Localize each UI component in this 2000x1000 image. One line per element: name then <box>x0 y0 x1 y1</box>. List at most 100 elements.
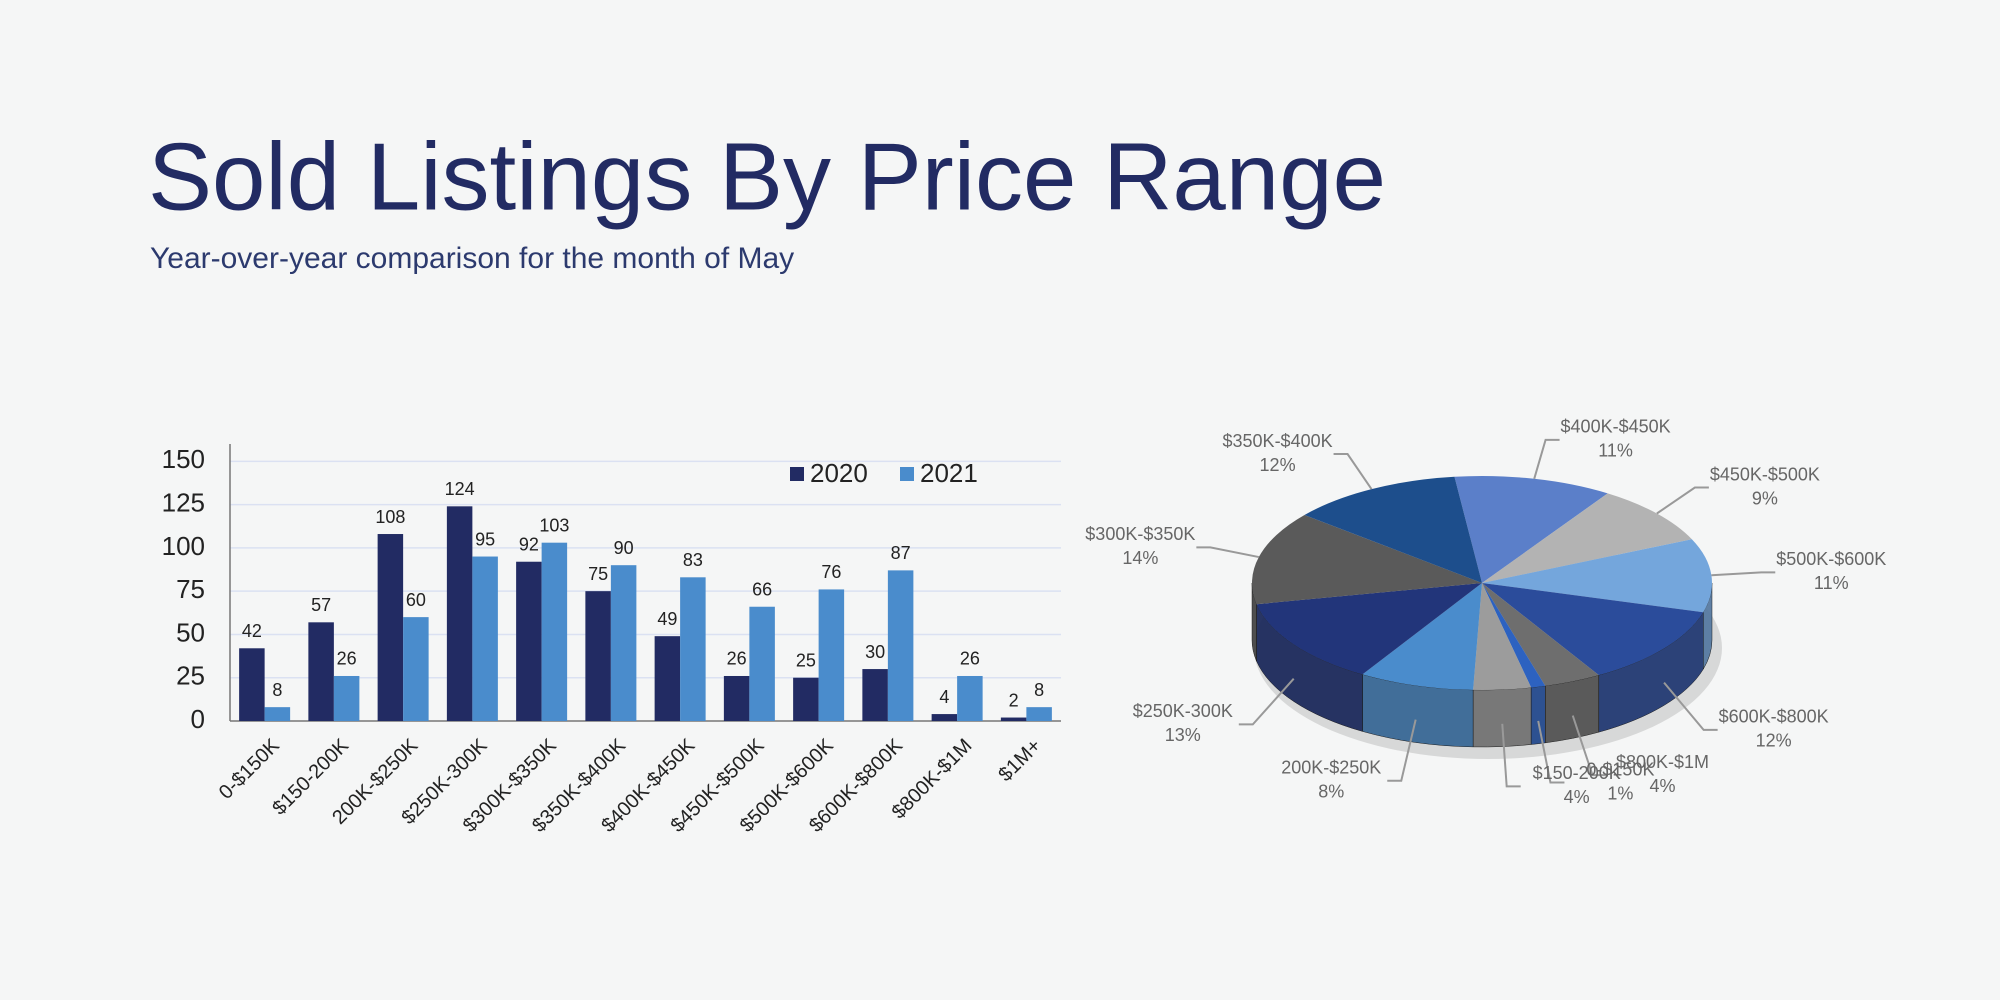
value-label: 26 <box>727 649 747 669</box>
bar <box>403 617 429 721</box>
leader-line <box>1533 438 1560 480</box>
y-tick-label: 0 <box>191 704 205 734</box>
pie-label: $300K-$350K <box>1085 524 1195 544</box>
pie-slice <box>1482 493 1692 583</box>
value-label: 30 <box>865 642 885 662</box>
value-label: 95 <box>475 529 495 549</box>
value-label: 66 <box>752 579 772 599</box>
pie-label: 0-$150K <box>1586 759 1654 779</box>
pie-label: $350K-$400K <box>1223 431 1333 451</box>
pie-label: $600K-$800K <box>1719 707 1829 727</box>
leader-line <box>1571 715 1607 777</box>
pie-label: $500K-$600K <box>1776 549 1886 569</box>
pie-slice <box>1473 583 1532 690</box>
pie-side-shade <box>1256 604 1363 732</box>
bar <box>818 589 845 721</box>
pie-value-label: 4% <box>1564 787 1590 807</box>
bar <box>264 707 291 721</box>
pie-side-shade <box>1545 675 1599 743</box>
pie-value-label: 12% <box>1260 455 1296 475</box>
pie-label: $450K-$500K <box>1710 464 1820 484</box>
bar <box>723 675 750 721</box>
bar <box>887 570 914 721</box>
y-tick-label: 75 <box>176 574 205 604</box>
legend-swatch <box>790 467 804 481</box>
leader-line <box>1333 453 1373 490</box>
bar <box>446 506 473 721</box>
pie-value-label: 9% <box>1752 488 1778 508</box>
pie-slice <box>1482 583 1704 676</box>
pie-value-label: 8% <box>1318 782 1344 802</box>
pie-slice <box>1454 475 1608 583</box>
value-label: 2 <box>1009 690 1019 710</box>
bar <box>333 675 360 721</box>
legend-swatch <box>900 467 914 481</box>
value-label: 83 <box>683 550 703 570</box>
value-label: 124 <box>445 479 475 499</box>
pie-slice <box>1482 583 1546 688</box>
pie-label: 200K-$250K <box>1281 758 1381 778</box>
bar <box>862 669 888 721</box>
pie-side-shade <box>1362 674 1474 747</box>
value-label: 57 <box>311 595 331 615</box>
bar <box>749 606 775 721</box>
value-label: 26 <box>337 649 357 669</box>
value-label: 60 <box>406 590 426 610</box>
pie-value-label: 13% <box>1165 725 1201 745</box>
pie-label: $250K-300K <box>1133 701 1233 721</box>
value-label: 90 <box>614 538 634 558</box>
legend-label: 2021 <box>920 458 978 488</box>
pie-value-label: 4% <box>1649 776 1675 796</box>
pie-value-label: 11% <box>1814 573 1849 593</box>
bar <box>680 577 706 721</box>
pie-value-label: 1% <box>1607 783 1633 803</box>
value-label: 92 <box>519 534 539 554</box>
leader-line <box>1656 486 1709 515</box>
pie-label: $400K-$450K <box>1561 417 1671 437</box>
bar <box>472 556 498 721</box>
value-label: 76 <box>821 562 841 582</box>
bar <box>516 561 542 721</box>
bar <box>931 714 958 721</box>
pie-label: $800K-$1M <box>1616 752 1709 772</box>
pie-slice <box>1482 539 1712 613</box>
leader-line <box>1501 723 1521 788</box>
pie-side-shade <box>1531 685 1546 745</box>
bar <box>377 534 404 721</box>
value-label: 26 <box>960 649 980 669</box>
value-label: 4 <box>939 687 949 707</box>
value-label: 25 <box>796 650 816 670</box>
pie-side-shade <box>1473 687 1532 747</box>
pie-side-shade <box>1703 583 1712 670</box>
legend-label: 2020 <box>810 458 868 488</box>
page-title: Sold Listings By Price Range <box>148 123 1386 230</box>
pie-side-shade <box>1598 612 1704 733</box>
y-tick-label: 50 <box>176 617 205 647</box>
value-label: 108 <box>375 507 405 527</box>
pie-value-label: 11% <box>1598 441 1633 461</box>
y-tick-label: 150 <box>162 444 205 474</box>
bar <box>1000 717 1027 721</box>
bar <box>654 636 681 721</box>
pie-slice <box>1304 476 1482 583</box>
bar <box>610 565 637 721</box>
y-tick-label: 125 <box>162 487 205 517</box>
pie-slice <box>1256 583 1482 675</box>
value-label: 103 <box>539 515 569 535</box>
pie-value-label: 14% <box>1122 548 1158 568</box>
page-subtitle: Year-over-year comparison for the month … <box>150 242 794 275</box>
pie-value-label: 12% <box>1756 731 1792 751</box>
bar <box>585 591 611 721</box>
bar <box>793 677 819 721</box>
pie-side-shade <box>1252 583 1257 662</box>
bar <box>308 622 334 721</box>
leader-line <box>1663 681 1718 731</box>
pie-label: $150-200K <box>1533 763 1621 783</box>
y-tick-label: 100 <box>162 531 205 561</box>
leader-line <box>1537 720 1565 784</box>
value-label: 49 <box>657 609 677 629</box>
value-label: 8 <box>272 680 282 700</box>
leader-line <box>1238 677 1295 726</box>
